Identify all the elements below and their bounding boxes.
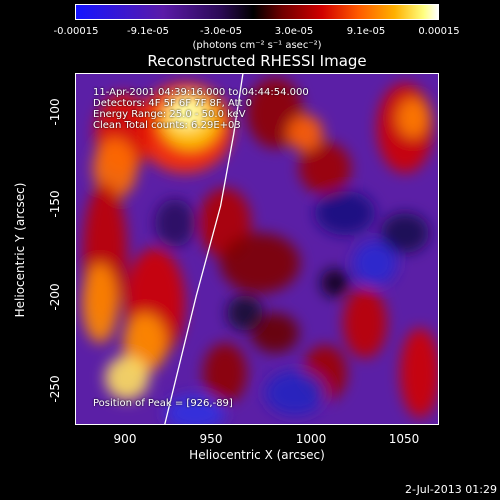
heatmap-blob — [397, 98, 429, 138]
heatmap-blobs — [82, 78, 439, 425]
heatmap-blob — [251, 313, 299, 353]
timestamp: 2-Jul-2013 01:29 — [404, 483, 497, 496]
y-axis-label: Heliocentric Y (arcsec) — [13, 182, 27, 318]
heatmap-blob — [82, 263, 118, 343]
colorbar-tick: 3.0e-05 — [274, 26, 314, 37]
heatmap-blob — [353, 241, 397, 285]
y-tick-label: -100 — [48, 98, 62, 126]
x-tick-label: 1000 — [295, 432, 327, 446]
heatmap-blob — [400, 328, 439, 418]
detectors-text: Detectors: 4F 5F 6F 7F 8F, Att 0 — [93, 98, 253, 109]
plot-area — [75, 73, 439, 425]
colorbar-tick: -9.1e-05 — [127, 26, 169, 37]
y-tick-label: -250 — [48, 375, 62, 403]
energy-range-text: Energy Range: 25.0 - 50.0 keV — [93, 109, 246, 120]
heatmap-blob — [381, 213, 429, 253]
heatmap-blob — [299, 142, 351, 194]
heatmap-blob — [93, 138, 137, 198]
colorbar-tick: -3.0e-05 — [200, 26, 242, 37]
x-tick-label: 900 — [113, 432, 137, 446]
heatmap-blob — [165, 395, 225, 425]
heatmap-blob — [203, 343, 247, 403]
chart-title: Reconstructed RHESSI Image — [147, 52, 367, 70]
colorbar-tick: -0.00015 — [53, 26, 99, 37]
heatmap-blob — [220, 233, 300, 293]
solar-limb-line — [163, 73, 244, 425]
heatmap-image — [75, 73, 439, 425]
heatmap-blob — [169, 97, 205, 129]
clean-counts-text: Clean Total counts: 6.29E+03 — [93, 120, 241, 131]
heatmap-blob — [105, 356, 149, 400]
x-axis-label: Heliocentric X (arcsec) — [189, 448, 325, 462]
colorbar — [75, 4, 439, 20]
colorbar-tick: 0.00015 — [418, 26, 460, 37]
heatmap-blob — [227, 295, 263, 331]
heatmap-blob — [287, 115, 323, 151]
colorbar-units: (photons cm⁻² s⁻¹ asec⁻²) — [192, 40, 322, 51]
heatmap-blob — [155, 199, 195, 247]
plot-frame — [75, 73, 439, 425]
x-tick-label: 950 — [199, 432, 223, 446]
heatmap-blob — [343, 288, 387, 358]
heatmap-blob — [315, 191, 375, 235]
y-tick-label: -200 — [48, 283, 62, 311]
heatmap-blob — [321, 269, 349, 297]
time-range-text: 11-Apr-2001 04:39:16.000 to 04:44:54.000 — [93, 87, 309, 98]
peak-position-text: Position of Peak = [926,-89] — [93, 398, 233, 409]
colorbar-tick: 9.1e-05 — [346, 26, 386, 37]
y-tick-label: -150 — [48, 190, 62, 218]
heatmap-blob — [265, 371, 325, 415]
x-tick-label: 1050 — [388, 432, 420, 446]
